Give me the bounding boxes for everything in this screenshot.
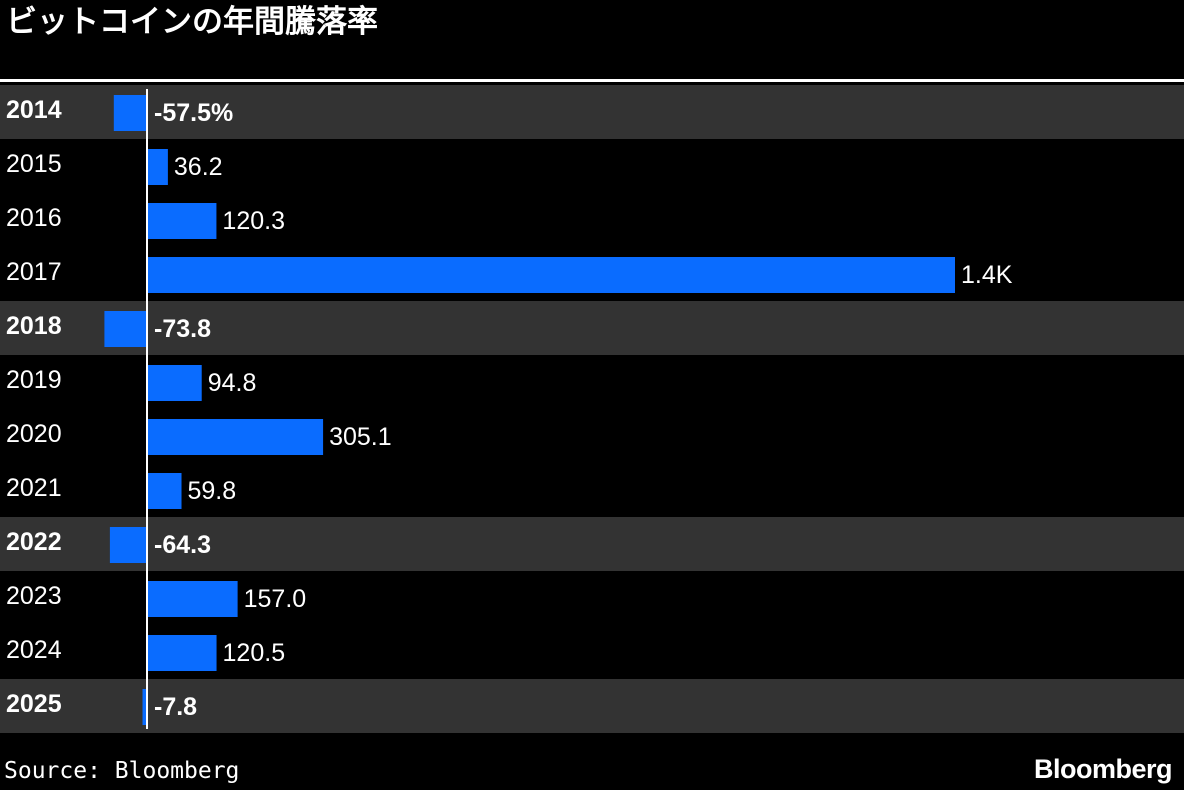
year-label: 2021 bbox=[6, 474, 62, 502]
value-label: 305.1 bbox=[329, 423, 392, 451]
year-label: 2014 bbox=[6, 96, 62, 124]
bar bbox=[142, 689, 147, 725]
value-label: 157.0 bbox=[244, 585, 307, 613]
value-label: -57.5% bbox=[154, 99, 233, 127]
year-label: 2020 bbox=[6, 420, 62, 448]
bar bbox=[147, 473, 182, 509]
year-label: 2018 bbox=[6, 312, 62, 340]
chart-title: ビットコインの年間騰落率 bbox=[6, 4, 378, 40]
year-label: 2025 bbox=[6, 690, 62, 718]
value-label: -7.8 bbox=[154, 693, 197, 721]
year-label: 2015 bbox=[6, 150, 62, 178]
bar bbox=[147, 365, 202, 401]
bar bbox=[147, 149, 168, 185]
bar bbox=[109, 527, 147, 563]
bar bbox=[147, 581, 238, 617]
bar bbox=[147, 419, 324, 455]
negative-row-highlight bbox=[0, 85, 1184, 139]
bar bbox=[104, 311, 147, 347]
value-label: -64.3 bbox=[154, 531, 211, 559]
year-label: 2019 bbox=[6, 366, 62, 394]
value-label: 1.4K bbox=[961, 261, 1013, 289]
title-divider bbox=[0, 79, 1184, 82]
year-label: 2024 bbox=[6, 636, 62, 664]
negative-row-highlight bbox=[0, 679, 1184, 733]
value-label: 94.8 bbox=[208, 369, 257, 397]
bar bbox=[113, 95, 147, 131]
source-note: Source: Bloomberg bbox=[4, 758, 240, 784]
value-label: -73.8 bbox=[154, 315, 211, 343]
bar bbox=[147, 257, 955, 293]
year-label: 2017 bbox=[6, 258, 62, 286]
value-label: 120.3 bbox=[222, 207, 285, 235]
negative-row-highlight bbox=[0, 517, 1184, 571]
bloomberg-logo: Bloomberg bbox=[1033, 754, 1173, 784]
year-label: 2016 bbox=[6, 204, 62, 232]
year-label: 2023 bbox=[6, 582, 62, 610]
bar bbox=[147, 203, 217, 239]
value-label: 59.8 bbox=[188, 477, 237, 505]
negative-row-highlight bbox=[0, 301, 1184, 355]
bar bbox=[147, 635, 217, 671]
value-label: 120.5 bbox=[223, 639, 286, 667]
year-label: 2022 bbox=[6, 528, 62, 556]
value-label: 36.2 bbox=[174, 153, 223, 181]
bar-chart: 2014 -57.5% 2015 36.2 2016 120.3 2017 1.4K 2018 -… bbox=[0, 85, 1184, 733]
